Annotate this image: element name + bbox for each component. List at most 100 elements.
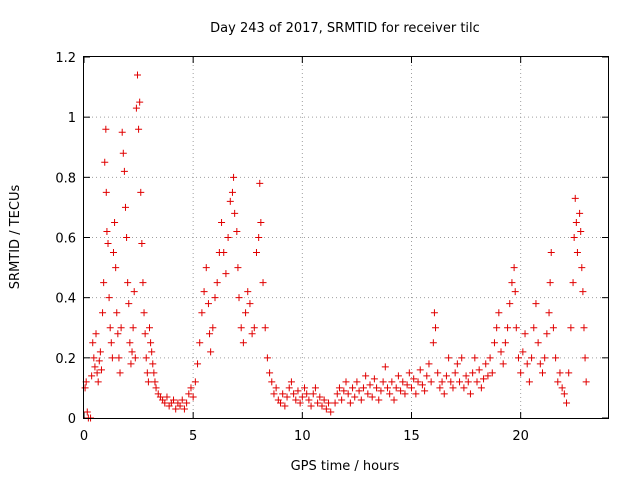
data-point	[172, 405, 180, 413]
data-point	[259, 279, 267, 287]
data-point	[150, 369, 158, 377]
data-point	[349, 384, 357, 392]
data-point	[539, 369, 546, 377]
x-tick-label: 10	[294, 429, 311, 444]
data-point	[198, 309, 206, 317]
data-point	[543, 330, 551, 338]
y-tick-label: 1	[68, 111, 76, 126]
data-point	[211, 294, 219, 302]
data-point	[255, 234, 263, 241]
data-point	[226, 197, 234, 205]
data-point	[102, 188, 110, 196]
data-point	[547, 249, 555, 257]
data-point	[480, 375, 488, 383]
data-point	[121, 203, 129, 211]
data-point	[234, 264, 242, 272]
data-point	[94, 378, 102, 386]
data-point	[93, 369, 101, 377]
data-point	[338, 396, 346, 404]
data-point	[579, 288, 587, 296]
data-point	[357, 396, 365, 404]
data-point	[519, 348, 527, 356]
data-point	[272, 384, 280, 392]
data-point	[484, 372, 492, 380]
data-point	[425, 360, 433, 368]
data-point	[473, 378, 481, 386]
data-point	[305, 396, 313, 404]
data-point	[554, 378, 562, 386]
data-point	[309, 390, 317, 398]
data-point	[386, 390, 394, 398]
data-point	[582, 378, 590, 386]
axis-ticks: 0 5 10 15 20 0 0.2 0.4 0.6 0.8 1 1.2	[55, 51, 608, 444]
data-point	[370, 375, 378, 383]
chart-title: Day 243 of 2017, SRMTID for receiver til…	[210, 21, 480, 36]
data-point	[495, 309, 503, 317]
data-point	[556, 369, 564, 377]
data-point	[115, 354, 123, 362]
data-point	[185, 390, 193, 398]
data-point	[222, 270, 230, 278]
data-point	[124, 279, 132, 287]
data-point	[558, 384, 566, 392]
data-point	[416, 366, 424, 374]
data-point	[342, 378, 350, 386]
data-point	[151, 378, 159, 386]
data-point	[560, 390, 568, 398]
data-point	[231, 209, 239, 217]
data-point	[528, 354, 536, 362]
y-tick-label: 0	[68, 412, 76, 427]
data-point	[408, 384, 415, 392]
data-point	[440, 390, 448, 398]
data-point	[381, 363, 389, 371]
data-point	[532, 300, 540, 308]
data-point	[206, 330, 214, 338]
data-point	[410, 375, 418, 383]
data-point	[525, 378, 533, 386]
data-point	[298, 393, 306, 401]
data-point	[530, 324, 538, 332]
data-point	[294, 387, 302, 395]
data-point	[314, 399, 322, 407]
data-point	[482, 360, 490, 368]
data-point	[99, 309, 107, 317]
data-point	[270, 390, 278, 398]
data-point	[462, 372, 470, 380]
data-point	[97, 366, 105, 374]
data-point	[261, 324, 269, 332]
data-point	[523, 360, 531, 368]
data-point	[335, 384, 343, 392]
data-point	[139, 279, 147, 287]
data-point	[469, 369, 477, 377]
data-point	[242, 309, 250, 317]
data-point	[571, 194, 579, 202]
data-point	[250, 324, 258, 332]
data-point	[475, 366, 483, 374]
data-point	[438, 378, 446, 386]
data-point	[118, 128, 126, 136]
data-point	[504, 324, 512, 332]
data-point	[237, 324, 245, 332]
data-point	[414, 378, 422, 386]
data-point	[109, 249, 117, 257]
data-point	[521, 330, 529, 338]
data-point	[141, 330, 149, 338]
data-point	[129, 324, 137, 332]
data-point	[351, 393, 359, 401]
data-point	[108, 354, 116, 362]
data-point	[90, 354, 98, 362]
plot-frame	[83, 56, 609, 419]
data-point	[152, 384, 160, 392]
data-point	[218, 218, 226, 226]
data-point	[144, 378, 152, 386]
data-point	[147, 339, 155, 347]
data-point	[497, 348, 505, 356]
data-point	[161, 399, 169, 407]
data-point	[189, 393, 197, 401]
x-tick-label: 5	[189, 429, 197, 444]
data-point	[279, 390, 287, 398]
data-point	[142, 354, 150, 362]
data-point	[178, 396, 186, 404]
data-point	[379, 378, 387, 386]
